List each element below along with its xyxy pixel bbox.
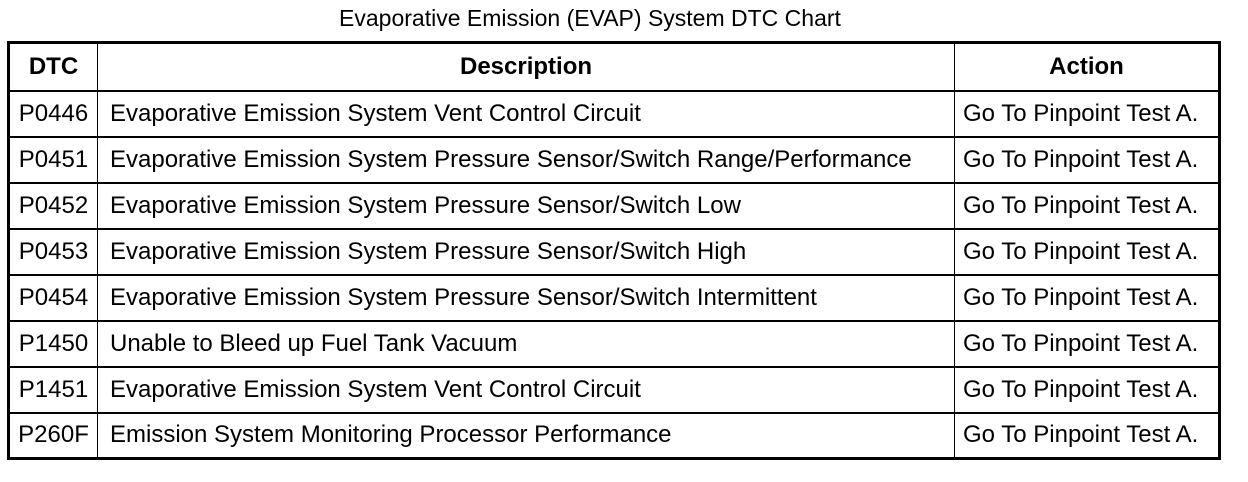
action-cell: Go To Pinpoint Test A. [954, 227, 1220, 276]
action-cell: Go To Pinpoint Test A. [954, 411, 1220, 460]
header-row: DTC Description Action [8, 41, 1220, 92]
dtc-cell: P0451 [8, 135, 98, 184]
table-row: P0453 Evaporative Emission System Pressur… [8, 227, 1220, 276]
action-cell: Go To Pinpoint Test A. [954, 319, 1220, 368]
description-cell: Evaporative Emission System Pressure Sen… [97, 273, 955, 322]
dtc-cell: P0452 [8, 181, 98, 230]
dtc-cell: P260F [8, 411, 98, 460]
column-header-action: Action [954, 41, 1220, 92]
table-row: P0446 Evaporative Emission System Vent Co… [8, 89, 1220, 138]
action-cell: Go To Pinpoint Test A. [954, 273, 1220, 322]
dtc-cell: P0454 [8, 273, 98, 322]
action-cell: Go To Pinpoint Test A. [954, 135, 1220, 184]
description-cell: Evaporative Emission System Vent Control… [97, 89, 955, 138]
dtc-cell: P1451 [8, 365, 98, 414]
description-cell: Evaporative Emission System Vent Control… [97, 365, 955, 414]
action-cell: Go To Pinpoint Test A. [954, 181, 1220, 230]
column-header-dtc: DTC [8, 41, 98, 92]
description-cell: Unable to Bleed up Fuel Tank Vacuum [97, 319, 955, 368]
dtc-cell: P0453 [8, 227, 98, 276]
table-body: P0446 Evaporative Emission System Vent Co… [8, 89, 1220, 460]
table-header: DTC Description Action [8, 41, 1220, 92]
column-header-description: Description [97, 41, 955, 92]
page-title: Evaporative Emission (EVAP) System DTC C… [339, 5, 841, 31]
description-cell: Evaporative Emission System Pressure Sen… [97, 181, 955, 230]
description-cell: Evaporative Emission System Pressure Sen… [97, 135, 955, 184]
table-row: P0451 Evaporative Emission System Pressur… [8, 135, 1220, 184]
description-cell: Emission System Monitoring Processor Per… [97, 411, 955, 460]
table-row: P1451 Evaporative Emission System Vent Co… [8, 365, 1220, 414]
dtc-cell: P0446 [8, 89, 98, 138]
table-row: P260F Emission System Monitoring Processo… [8, 411, 1220, 460]
table-row: P0454 Evaporative Emission System Pressur… [8, 273, 1220, 322]
action-cell: Go To Pinpoint Test A. [954, 89, 1220, 138]
dtc-cell: P1450 [8, 319, 98, 368]
table-row: P1450 Unable to Bleed up Fuel Tank Vacuum… [8, 319, 1220, 368]
action-cell: Go To Pinpoint Test A. [954, 365, 1220, 414]
dtc-chart-table: DTC Description Action P0446 Evaporative … [7, 41, 1221, 460]
description-cell: Evaporative Emission System Pressure Sen… [97, 227, 955, 276]
table-row: P0452 Evaporative Emission System Pressur… [8, 181, 1220, 230]
